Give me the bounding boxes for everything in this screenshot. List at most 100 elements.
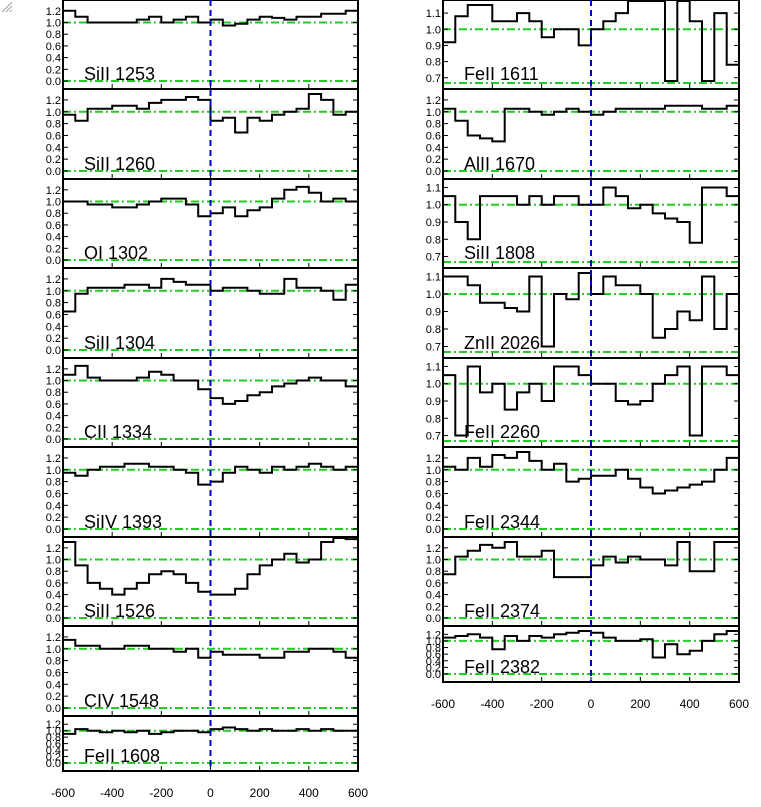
y-tick-label: 0.0 [46, 703, 61, 715]
y-tick-label: 0.4 [46, 411, 61, 423]
x-tick-label: -200 [149, 786, 173, 800]
y-tick-label: 1.2 [46, 543, 61, 555]
y-tick-label: 0.4 [426, 142, 441, 154]
spectrum-panel: 0.00.20.40.60.81.01.2 SiII 1253 [46, 0, 359, 90]
y-tick-label: 0.7 [426, 342, 441, 354]
y-tick-label: 0.9 [426, 40, 441, 52]
spectrum-panel: 0.00.20.40.60.81.01.2 FeII 2374 [426, 536, 740, 627]
y-tick-label: 0.2 [46, 601, 61, 613]
transition-label: FeII 1611 [464, 64, 539, 84]
y-tick-label: 1.0 [426, 200, 441, 212]
y-tick-label: 0.6 [46, 578, 61, 590]
spectrum-panel: 0.00.20.40.60.81.01.2 FeII 1608 [46, 715, 359, 772]
y-tick-label: 0.8 [426, 643, 441, 655]
spectrum-panel: 0.7 0.8 0.9 1.0 1.1 ZnII 2026 [426, 267, 740, 359]
x-tick-label: 200 [250, 786, 270, 800]
y-tick-label: 1.0 [426, 379, 441, 391]
resize-grip-icon[interactable] [0, 0, 12, 12]
y-tick-label: 0.8 [46, 732, 61, 744]
x-tick-label: 400 [299, 786, 319, 800]
y-tick-label: 1.0 [46, 107, 61, 119]
y-tick-label: 0.6 [46, 41, 61, 53]
x-tick-label: -200 [530, 697, 554, 711]
spectrum-line [63, 93, 358, 134]
y-tick-label: 0.4 [426, 590, 441, 602]
x-tick-label: -400 [480, 697, 504, 711]
y-tick-label: 1.0 [46, 286, 61, 298]
transition-label: CII 1334 [84, 422, 152, 442]
y-tick-label: 0.4 [46, 679, 61, 691]
y-tick-label: 0.9 [426, 396, 441, 408]
y-tick-label: 0.6 [46, 488, 61, 500]
spectrum-panel: 0.00.20.40.60.81.01.2 SiII 1526 [46, 536, 359, 627]
y-tick-label: 0.0 [426, 166, 441, 178]
y-tick-label: 1.1 [426, 182, 441, 194]
y-tick-label: 0.6 [46, 130, 61, 142]
x-tick-label: 600 [348, 786, 368, 800]
spectrum-line [443, 451, 739, 495]
spectrum-panel: 0.00.20.40.60.81.01.2 SiII 1304 [46, 267, 359, 359]
transition-label: FeII 2374 [464, 601, 540, 621]
y-tick-label: 1.2 [426, 629, 441, 641]
y-tick-label: 1.2 [46, 453, 61, 465]
transition-label: SiII 1808 [464, 243, 535, 263]
y-tick-label: 0.6 [426, 130, 441, 142]
y-tick-label: 0.4 [426, 656, 441, 668]
y-tick-label: 0.8 [426, 119, 441, 131]
y-tick-label: 1.0 [426, 24, 441, 36]
y-tick-label: 0.2 [46, 64, 61, 76]
y-tick-label: 0.9 [426, 307, 441, 319]
y-tick-label: 0.4 [46, 232, 61, 244]
x-tick-label: -600 [51, 786, 75, 800]
y-tick-label: 0.7 [426, 431, 441, 443]
spectrum-line [443, 186, 739, 244]
spectrum-panel: 0.00.20.40.60.81.01.2 OI 1302 [46, 178, 359, 269]
y-tick-label: 0.0 [426, 669, 441, 681]
y-tick-label: 0.2 [46, 243, 61, 255]
transition-label: OI 1302 [84, 243, 148, 263]
spectrum-panel: 0.7 0.8 0.9 1.0 1.1 SiII 1808 [426, 178, 740, 269]
y-tick-label: 0.0 [426, 613, 441, 625]
y-tick-label: 0.8 [426, 57, 441, 69]
transition-label: AlII 1670 [464, 154, 535, 174]
y-tick-label: 0.6 [46, 667, 61, 679]
x-tick-label: 0 [588, 697, 595, 711]
x-tick-label: -400 [100, 786, 124, 800]
y-tick-label: 0.0 [46, 613, 61, 625]
y-tick-label: 0.0 [46, 758, 61, 770]
transition-label: SiII 1526 [84, 601, 155, 621]
y-tick-label: 0.6 [426, 488, 441, 500]
y-tick-label: 0.8 [46, 119, 61, 131]
y-tick-label: 0.0 [46, 434, 61, 446]
y-tick-label: 1.0 [46, 644, 61, 656]
spectrum-panel: 0.7 0.8 0.9 1.0 1.1 FeII 2260 [426, 357, 740, 448]
transition-label: ZnII 2026 [464, 333, 540, 353]
y-tick-label: 0.2 [46, 512, 61, 524]
x-tick-label: 600 [729, 697, 749, 711]
transition-label: SiII 1304 [84, 333, 155, 353]
spectrum-line [63, 9, 358, 27]
x-tick-label: 400 [680, 697, 700, 711]
y-tick-label: 1.2 [46, 6, 61, 18]
y-tick-label: 0.6 [46, 220, 61, 232]
y-tick-label: 1.0 [46, 555, 61, 567]
y-tick-label: 0.6 [46, 739, 61, 751]
y-tick-label: 1.0 [426, 636, 441, 648]
y-tick-label: 0.2 [426, 662, 441, 674]
y-tick-label: 0.8 [426, 413, 441, 425]
spectrum-panel: 0.00.20.40.60.81.01.2 FeII 2382 [426, 625, 740, 683]
y-tick-label: 0.4 [46, 500, 61, 512]
y-tick-label: 0.8 [46, 566, 61, 578]
spectrum-line [63, 185, 358, 218]
y-tick-label: 1.2 [46, 274, 61, 286]
y-tick-label: 0.8 [46, 477, 61, 489]
y-tick-label: 0.8 [46, 387, 61, 399]
spectrum-panel: 0.00.20.40.60.81.01.2 CIV 1548 [46, 625, 359, 717]
y-tick-label: 1.0 [426, 289, 441, 301]
spectrum-line [443, 104, 739, 143]
y-tick-label: 0.2 [426, 154, 441, 166]
y-tick-label: 0.8 [46, 298, 61, 310]
y-tick-label: 0.8 [46, 29, 61, 41]
